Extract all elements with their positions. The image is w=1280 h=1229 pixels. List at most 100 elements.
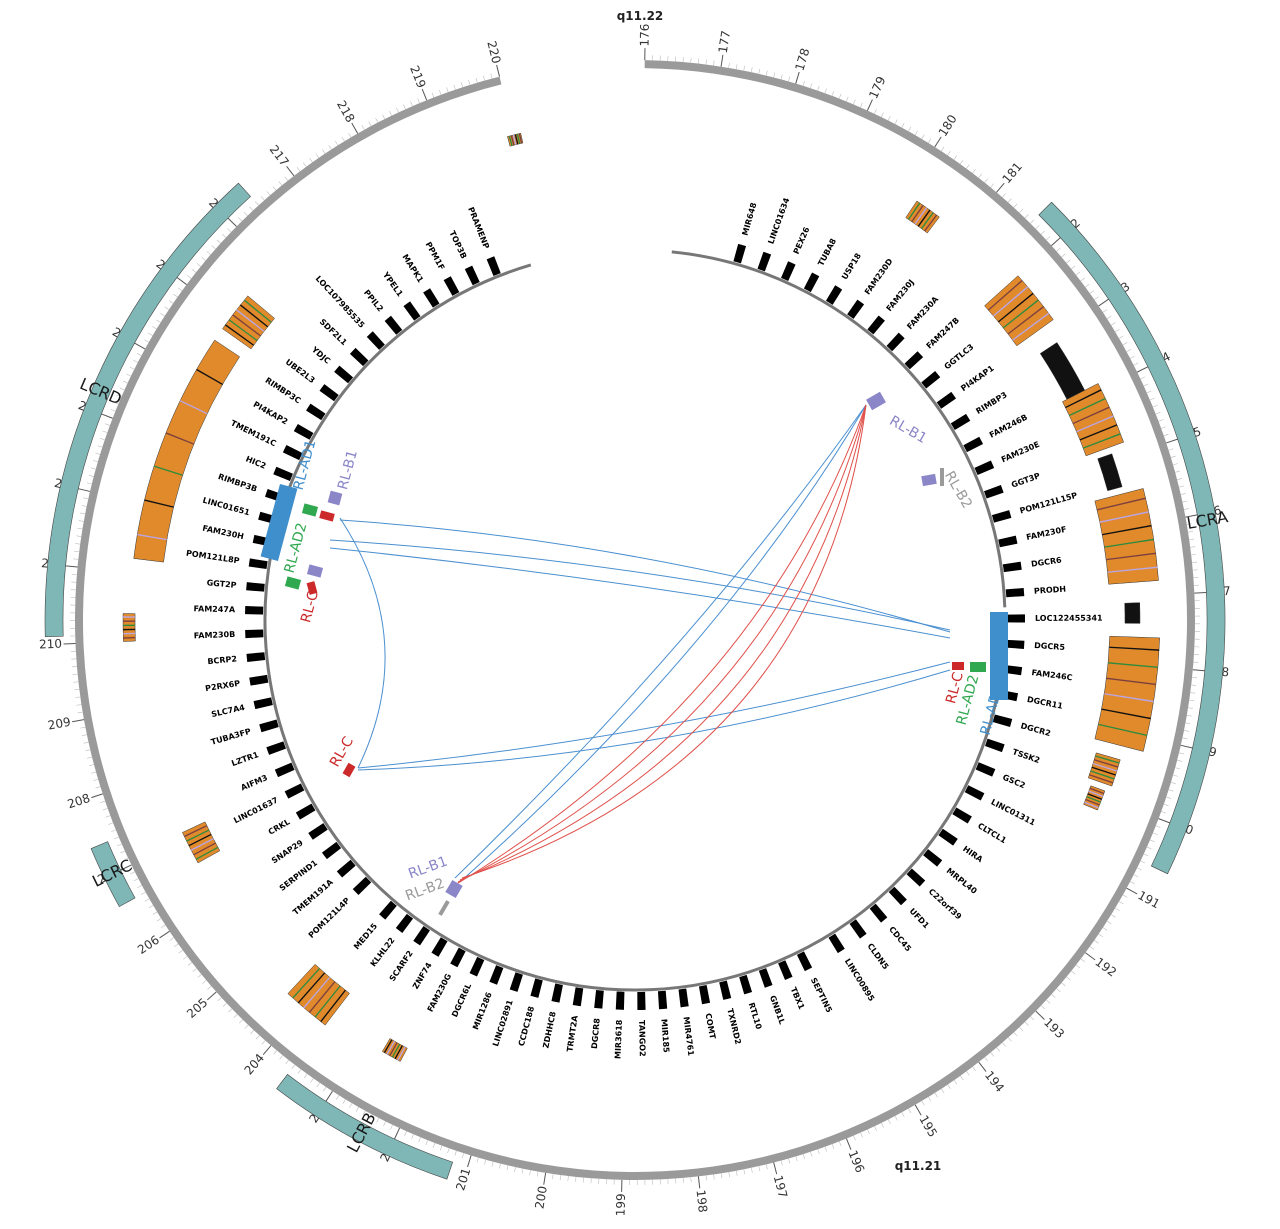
- segdup-stripe: [389, 1042, 398, 1057]
- tick-mark: [78, 488, 91, 492]
- minor-tick: [978, 173, 982, 179]
- segdup-stripe: [165, 432, 195, 445]
- minor-tick: [97, 445, 103, 448]
- minor-tick: [102, 430, 108, 433]
- minor-tick: [1163, 803, 1169, 807]
- gene-block: [847, 299, 865, 319]
- minor-tick: [404, 1131, 407, 1136]
- tick-mark: [934, 136, 942, 148]
- segdup-stripe: [188, 833, 212, 847]
- minor-tick: [89, 764, 95, 767]
- minor-tick: [1149, 839, 1155, 843]
- tick-mark: [120, 864, 132, 871]
- tick-mark: [176, 276, 187, 285]
- minor-tick: [156, 319, 161, 323]
- minor-tick: [1024, 214, 1029, 219]
- minor-tick: [1075, 964, 1081, 969]
- minor-tick: [362, 1110, 366, 1116]
- gene-block: [249, 674, 269, 686]
- minor-tick: [152, 911, 158, 915]
- tick-mark: [1185, 514, 1198, 518]
- repeat-links: [329, 404, 951, 886]
- segdup-block: [222, 295, 275, 350]
- tick-mark: [467, 1155, 472, 1168]
- minor-tick: [831, 91, 835, 96]
- tick-mark: [1192, 669, 1205, 672]
- minor-tick: [1180, 493, 1186, 495]
- gene-block: [637, 991, 646, 1010]
- gene-label: MIR1286: [471, 991, 494, 1031]
- gene-track: MIR648 LINC01634 PEX26 TUBA8 USP18 FAM230DFAM…: [185, 196, 1103, 1059]
- gene-label: DGCR5: [1034, 641, 1066, 652]
- minor-tick: [191, 269, 197, 273]
- minor-tick: [1168, 448, 1174, 451]
- minor-tick: [1143, 853, 1149, 857]
- minor-tick: [460, 82, 463, 88]
- minor-tick: [1013, 1032, 1018, 1037]
- outer-ring-arc: [74, 60, 1196, 1180]
- minor-tick: [1030, 219, 1035, 224]
- gene-block: [964, 785, 985, 801]
- minor-tick: [238, 217, 243, 222]
- minor-tick: [1190, 692, 1196, 694]
- gene-label: LINC00895: [843, 957, 877, 1003]
- minor-tick: [966, 164, 970, 169]
- minor-tick: [80, 512, 86, 515]
- gene-block: [778, 960, 793, 980]
- lcr-region: [90, 841, 136, 908]
- minor-tick: [1106, 920, 1112, 925]
- segdup-stripe: [1002, 299, 1039, 329]
- minor-tick: [758, 1166, 761, 1172]
- tick-label: 177: [716, 29, 733, 54]
- gene-label: SERPIND1: [278, 858, 320, 893]
- gene-block: [349, 347, 369, 367]
- minor-tick: [123, 857, 129, 861]
- gene-label: SEPTIN5: [809, 976, 834, 1014]
- segdup-stripe: [123, 636, 136, 639]
- gene-label: UBE2L3: [284, 357, 317, 385]
- gene-block: [431, 937, 448, 957]
- gene-block: [509, 972, 523, 992]
- segdup-stripe: [383, 1039, 393, 1054]
- segdup-block: [287, 963, 350, 1026]
- minor-tick: [105, 815, 111, 818]
- gene-block: [733, 243, 747, 264]
- minor-tick: [743, 65, 745, 71]
- gene-label: FAM247B: [925, 316, 961, 351]
- minor-tick: [217, 997, 222, 1002]
- minor-tick: [947, 1084, 951, 1089]
- minor-tick: [780, 74, 783, 80]
- minor-tick: [1115, 907, 1120, 911]
- link-red: [457, 404, 867, 883]
- gene-block: [1006, 614, 1026, 623]
- gene-block: [950, 413, 971, 430]
- minor-tick: [1071, 265, 1076, 270]
- gene-label: FAM247A: [193, 604, 236, 614]
- gene-block: [803, 272, 820, 293]
- minor-tick: [697, 58, 700, 64]
- segdup-block: [182, 821, 221, 864]
- minor-tick: [1046, 999, 1051, 1004]
- tick-label: 199: [614, 1193, 629, 1216]
- minor-tick: [75, 543, 81, 545]
- minor-tick: [227, 228, 232, 233]
- minor-tick: [92, 460, 98, 463]
- gene-block: [321, 841, 342, 860]
- tick-label: 193: [1041, 1015, 1067, 1041]
- minor-tick: [824, 1146, 827, 1152]
- gene-block: [266, 741, 286, 755]
- minor-tick: [788, 76, 791, 82]
- minor-tick: [921, 1100, 925, 1106]
- minor-tick: [136, 353, 142, 356]
- minor-tick: [475, 77, 478, 83]
- gene-block: [998, 535, 1018, 548]
- segdup-stripe: [228, 319, 258, 342]
- minor-tick: [77, 711, 83, 714]
- minor-tick: [1191, 684, 1197, 686]
- minor-tick: [839, 1141, 842, 1147]
- minor-tick: [1178, 752, 1184, 755]
- segdup-block: [1094, 635, 1160, 752]
- gene-block: [450, 947, 466, 968]
- minor-tick: [934, 1092, 938, 1098]
- gene-label: P2RX6P: [205, 679, 241, 693]
